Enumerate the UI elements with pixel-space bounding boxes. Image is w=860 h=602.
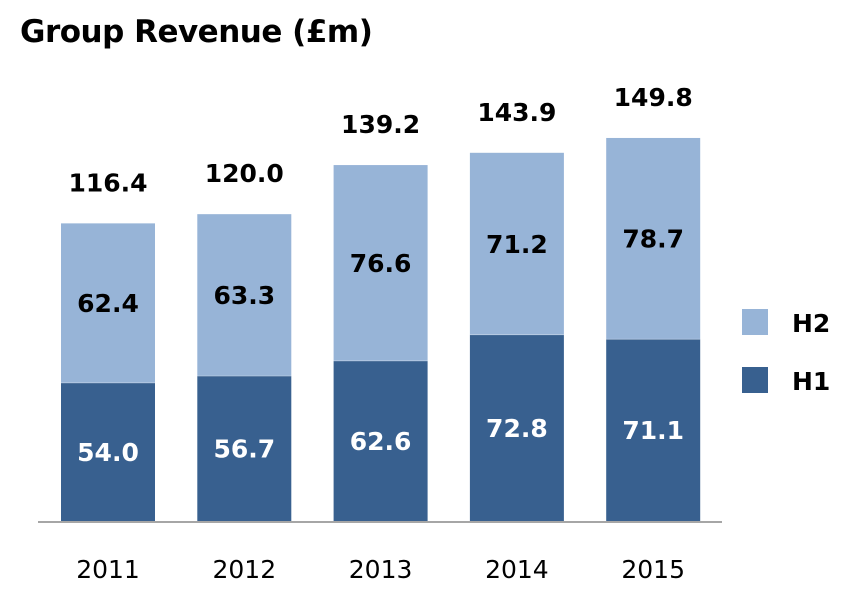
x-tick-label-2014: 2014 <box>485 555 549 584</box>
data-label-h1-2015: 71.1 <box>622 416 684 445</box>
bar-h1-2013 <box>333 360 428 521</box>
data-label-total-2014: 143.9 <box>477 98 556 127</box>
bar-h2-2015 <box>606 137 701 340</box>
legend-label-h2: H2 <box>792 309 830 338</box>
chart-title: Group Revenue (£m) <box>20 14 373 50</box>
bar-h2-2011 <box>61 223 155 383</box>
data-label-total-2015: 149.8 <box>614 83 693 112</box>
data-label-h2-2012: 63.3 <box>213 281 275 310</box>
bar-h2-2012 <box>197 214 292 377</box>
data-label-total-2012: 120.0 <box>205 159 284 188</box>
data-label-h2-2014: 71.2 <box>486 230 548 259</box>
data-label-h1-2011: 54.0 <box>77 438 139 467</box>
bar-h1-2014 <box>469 334 564 521</box>
x-tick-label-2015: 2015 <box>621 555 685 584</box>
x-tick-label-2012: 2012 <box>212 555 276 584</box>
bar-h1-2015 <box>606 339 701 521</box>
bar-h1-2011 <box>61 382 155 521</box>
legend-swatch-h2 <box>742 309 768 335</box>
data-label-h2-2015: 78.7 <box>622 225 684 254</box>
data-label-h1-2014: 72.8 <box>486 414 548 443</box>
bar-h1-2012 <box>197 376 292 521</box>
x-tick-label-2013: 2013 <box>349 555 413 584</box>
data-label-h1-2013: 62.6 <box>350 427 412 456</box>
data-label-h1-2012: 56.7 <box>213 435 275 464</box>
bar-h2-2013 <box>333 165 428 361</box>
x-tick-label-2011: 2011 <box>76 555 140 584</box>
data-label-h2-2011: 62.4 <box>77 289 139 318</box>
legend-label-h1: H1 <box>792 367 830 396</box>
data-label-total-2013: 139.2 <box>341 110 420 139</box>
legend-swatch-h1 <box>742 367 768 393</box>
data-label-total-2011: 116.4 <box>68 168 147 197</box>
data-label-h2-2013: 76.6 <box>350 249 412 278</box>
bar-h2-2014 <box>469 152 564 335</box>
